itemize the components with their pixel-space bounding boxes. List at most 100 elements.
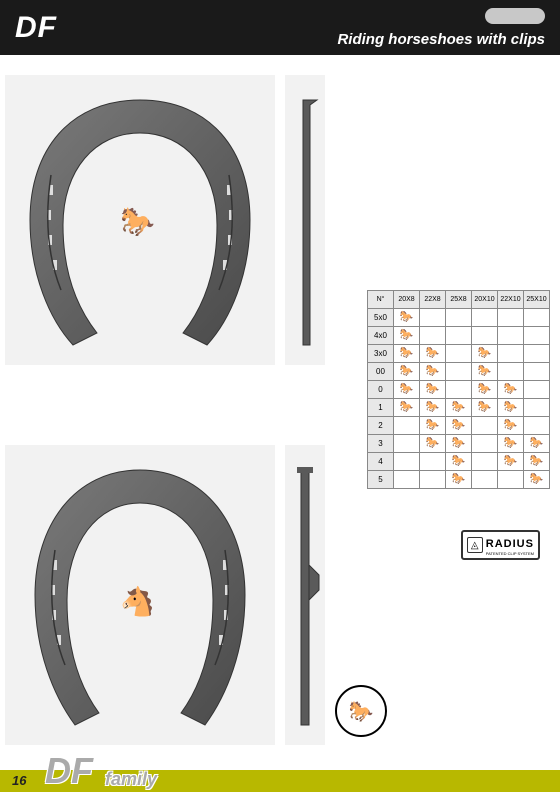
horse-icon-hind: 🐴 bbox=[120, 585, 155, 618]
table-cell bbox=[524, 309, 550, 327]
table-header-row: N° 20X822X825X820X1022X1025X10 bbox=[368, 291, 550, 309]
table-cell: 🐎 bbox=[498, 381, 524, 399]
horse-mark-icon: 🐎 bbox=[530, 437, 544, 449]
horse-mark-icon: 🐎 bbox=[426, 383, 440, 395]
horse-mark-icon: 🐎 bbox=[452, 473, 466, 485]
row-label: 3 bbox=[368, 435, 394, 453]
row-label: 4 bbox=[368, 453, 394, 471]
radius-text-wrap: RADIUS PATENTED CLIP SYSTEM bbox=[486, 534, 534, 556]
table-row: 4 🐎 🐎 🐎 bbox=[368, 453, 550, 471]
size-table: N° 20X822X825X820X1022X1025X10 5x0🐎4x0🐎3… bbox=[367, 290, 550, 489]
table-cell bbox=[446, 363, 472, 381]
table-cell: 🐎 bbox=[394, 327, 420, 345]
table-cell bbox=[498, 363, 524, 381]
table-row: 0🐎🐎🐎🐎 bbox=[368, 381, 550, 399]
table-row: 00 🐎 🐎 🐎 bbox=[368, 363, 550, 381]
table-cell: 🐎 bbox=[394, 381, 420, 399]
horse-mark-icon: 🐎 bbox=[426, 347, 440, 359]
horseshoe-front-side bbox=[285, 75, 325, 365]
row-label: 5x0 bbox=[368, 309, 394, 327]
table-cell bbox=[394, 417, 420, 435]
table-row: 1🐎🐎🐎🐎🐎 bbox=[368, 399, 550, 417]
horse-mark-icon: 🐎 bbox=[400, 401, 414, 413]
table-row: 3x0🐎🐎🐎 bbox=[368, 345, 550, 363]
table-cell bbox=[446, 381, 472, 399]
horse-mark-icon: 🐎 bbox=[504, 401, 518, 413]
table-cell: 🐎 bbox=[524, 471, 550, 489]
table-cell: 🐎 bbox=[524, 435, 550, 453]
table-cell: 🐎 bbox=[394, 399, 420, 417]
table-cell: 🐎 bbox=[472, 399, 498, 417]
horse-mark-icon: 🐎 bbox=[504, 383, 518, 395]
radius-label: RADIUS bbox=[486, 538, 534, 550]
table-row: 5x0 🐎 bbox=[368, 309, 550, 327]
row-label: 4x0 bbox=[368, 327, 394, 345]
table-cell bbox=[420, 471, 446, 489]
horse-mark-icon: 🐎 bbox=[426, 437, 440, 449]
table-cell bbox=[446, 327, 472, 345]
table-row: 2 🐎 🐎 🐎 bbox=[368, 417, 550, 435]
table-cell: 🐎 bbox=[498, 435, 524, 453]
table-cell: 🐎 bbox=[420, 435, 446, 453]
row-label: 5 bbox=[368, 471, 394, 489]
horse-mark-icon: 🐎 bbox=[400, 329, 414, 341]
horse-mark-icon: 🐎 bbox=[478, 401, 492, 413]
table-cell bbox=[394, 453, 420, 471]
horse-mark-icon: 🐎 bbox=[478, 383, 492, 395]
row-label: 1 bbox=[368, 399, 394, 417]
horse-mark-icon: 🐎 bbox=[426, 365, 440, 377]
content-area: 🐎 🐴 bbox=[0, 55, 560, 755]
table-cell bbox=[498, 345, 524, 363]
table-cell bbox=[524, 399, 550, 417]
horse-mark-icon: 🐎 bbox=[426, 401, 440, 413]
side-profile-2-svg bbox=[285, 445, 325, 745]
horse-mark-icon: 🐎 bbox=[400, 365, 414, 377]
table-cell bbox=[472, 417, 498, 435]
row-label: 2 bbox=[368, 417, 394, 435]
row-label: 3x0 bbox=[368, 345, 394, 363]
header-badge bbox=[485, 8, 545, 24]
horse-mark-icon: 🐎 bbox=[400, 311, 414, 323]
table-cell: 🐎 bbox=[394, 345, 420, 363]
horse-icon-front: 🐎 bbox=[120, 205, 155, 238]
table-cell: 🐎 bbox=[394, 363, 420, 381]
radius-badge: ◬ RADIUS PATENTED CLIP SYSTEM bbox=[461, 530, 540, 560]
table-row: 4x0 🐎 bbox=[368, 327, 550, 345]
table-cell: 🐎 bbox=[446, 417, 472, 435]
table-cell: 🐎 bbox=[446, 435, 472, 453]
horseshoe-hind-side bbox=[285, 445, 325, 745]
table-cell bbox=[420, 453, 446, 471]
table-cell: 🐎 bbox=[472, 363, 498, 381]
row-label: 00 bbox=[368, 363, 394, 381]
horse-mark-icon: 🐎 bbox=[478, 347, 492, 359]
table-col-header: 22X10 bbox=[498, 291, 524, 309]
table-cell: 🐎 bbox=[472, 381, 498, 399]
table-cell bbox=[498, 309, 524, 327]
table-cell bbox=[394, 471, 420, 489]
table-row: 5 🐎 🐎 bbox=[368, 471, 550, 489]
table-cell: 🐎 bbox=[446, 471, 472, 489]
table-col-header: 25X8 bbox=[446, 291, 472, 309]
table-cell: 🐎 bbox=[420, 399, 446, 417]
table-cell: 🐎 bbox=[394, 309, 420, 327]
table-cell bbox=[420, 309, 446, 327]
horse-mark-icon: 🐎 bbox=[452, 455, 466, 467]
horse-mark-icon: 🐎 bbox=[504, 419, 518, 431]
horse-mark-icon: 🐎 bbox=[530, 473, 544, 485]
page-footer: 16 DF family bbox=[0, 752, 560, 792]
table-cell: 🐎 bbox=[420, 417, 446, 435]
row-label: 0 bbox=[368, 381, 394, 399]
table-cell bbox=[524, 327, 550, 345]
table-cell: 🐎 bbox=[498, 453, 524, 471]
table-cell: 🐎 bbox=[420, 363, 446, 381]
table-cell: 🐎 bbox=[420, 381, 446, 399]
table-col-header: 20X8 bbox=[394, 291, 420, 309]
radius-sub: PATENTED CLIP SYSTEM bbox=[486, 552, 534, 556]
horse-mark-icon: 🐎 bbox=[452, 419, 466, 431]
table-cell: 🐎 bbox=[524, 453, 550, 471]
header-right: Riding horseshoes with clips bbox=[337, 8, 545, 48]
approved-badge: 🐎 bbox=[335, 685, 387, 737]
table-cell: 🐎 bbox=[420, 345, 446, 363]
horse-mark-icon: 🐎 bbox=[504, 455, 518, 467]
header-subtitle: Riding horseshoes with clips bbox=[337, 31, 545, 48]
